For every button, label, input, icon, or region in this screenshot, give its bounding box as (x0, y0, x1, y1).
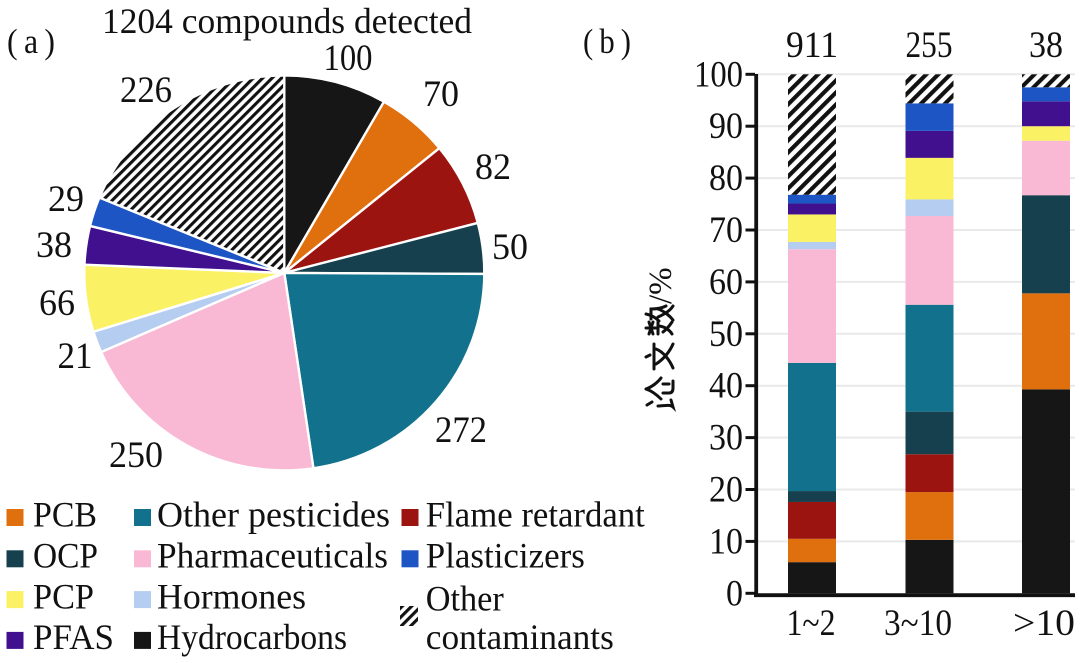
svg-text:( b ): ( b ) (583, 22, 631, 61)
svg-text:100: 100 (694, 54, 743, 95)
svg-text:226: 226 (120, 70, 172, 111)
svg-text:80: 80 (709, 158, 743, 199)
svg-text:Other pesticides: Other pesticides (157, 494, 390, 534)
svg-text:10: 10 (709, 521, 743, 562)
svg-text:Plasticizers: Plasticizers (426, 536, 585, 576)
svg-text:1~2: 1~2 (787, 603, 836, 644)
svg-text:Hydrocarbons: Hydrocarbons (157, 617, 347, 657)
svg-text:100: 100 (324, 38, 373, 79)
svg-text:70: 70 (709, 210, 743, 251)
svg-text:/%: /% (643, 267, 679, 304)
svg-text:30: 30 (709, 418, 743, 459)
svg-text:Pharmaceuticals: Pharmaceuticals (157, 536, 388, 576)
svg-text:Flame retardant: Flame retardant (426, 494, 645, 534)
svg-text:Other: Other (426, 578, 504, 618)
svg-text:66: 66 (39, 283, 75, 324)
svg-text:60: 60 (709, 262, 743, 303)
svg-text:( a ): ( a ) (7, 22, 55, 61)
svg-text:40: 40 (709, 366, 743, 407)
svg-text:911: 911 (786, 25, 838, 66)
svg-text:PCB: PCB (33, 494, 97, 534)
svg-text:38: 38 (36, 225, 72, 266)
svg-text:255: 255 (906, 25, 953, 66)
svg-text:38: 38 (1029, 25, 1063, 66)
svg-text:50: 50 (492, 227, 528, 268)
svg-text:>10: >10 (1013, 603, 1075, 644)
svg-text:contaminants: contaminants (426, 617, 614, 657)
svg-text:OCP: OCP (33, 536, 98, 576)
svg-text:3~10: 3~10 (884, 603, 952, 644)
svg-text:20: 20 (709, 470, 743, 511)
svg-text:272: 272 (435, 410, 487, 451)
svg-text:82: 82 (475, 147, 511, 188)
svg-text:29: 29 (48, 179, 84, 220)
svg-text:250: 250 (109, 435, 163, 476)
svg-text:Hormones: Hormones (157, 576, 306, 616)
svg-text:PFAS: PFAS (33, 617, 114, 657)
svg-text:50: 50 (709, 314, 743, 355)
svg-text:PCP: PCP (33, 576, 94, 616)
svg-text:0: 0 (726, 573, 743, 614)
svg-text:21: 21 (58, 336, 93, 377)
svg-text:70: 70 (423, 74, 459, 115)
svg-text:90: 90 (709, 106, 743, 147)
svg-text:1204 compounds detected: 1204 compounds detected (102, 1, 472, 41)
